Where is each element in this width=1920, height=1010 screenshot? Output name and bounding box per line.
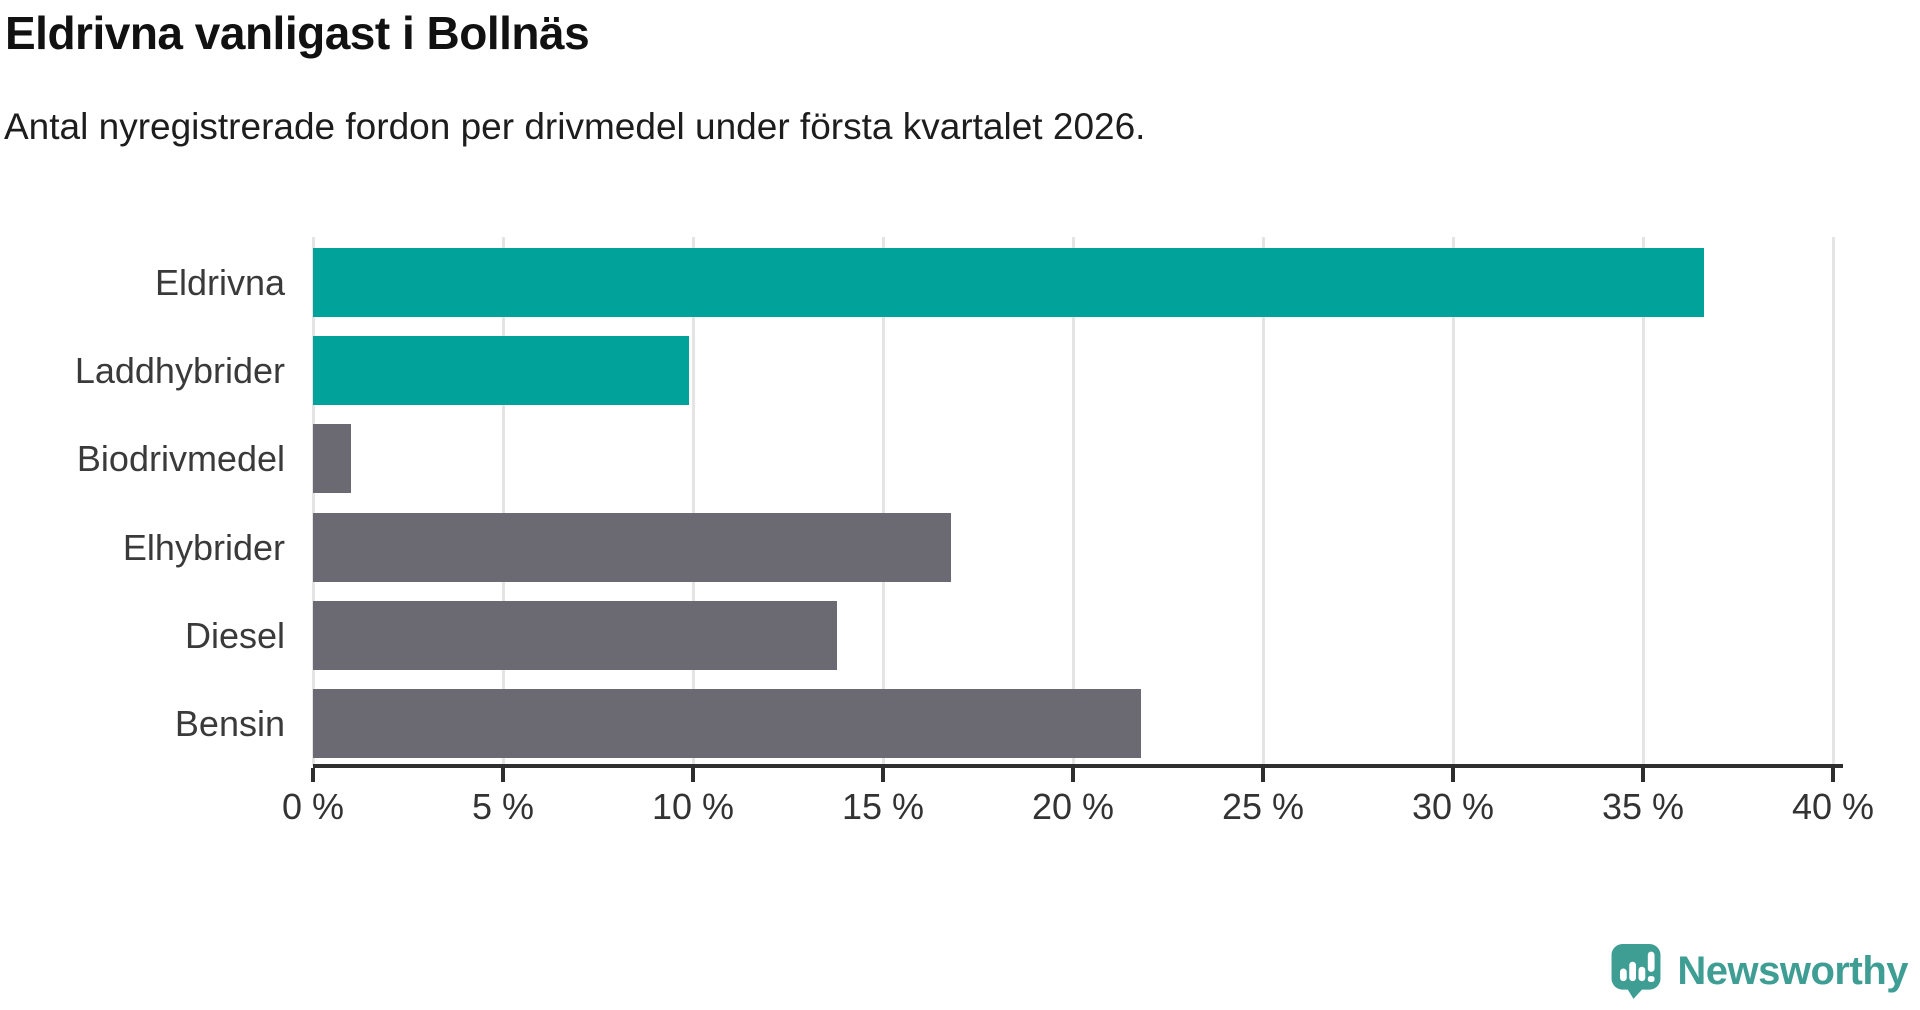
x-tick-35 [1641,768,1645,782]
x-tick-20 [1071,768,1075,782]
bar-bensin [313,688,1142,758]
x-tick-10 [691,768,695,782]
chart-title: Eldrivna vanligast i Bollnäs [5,7,590,59]
newsworthy-logo-text: Newsworthy [1677,948,1908,993]
x-tick-label-5: 5 % [471,786,535,827]
x-tick-label-25: 25 % [1221,786,1305,827]
gridline-30 [1451,237,1455,766]
x-tick-label-0: 0 % [281,786,345,827]
gridline-20 [1071,237,1075,766]
newsworthy-logo: Newsworthy [1609,942,1908,1000]
x-tick-5 [501,768,505,782]
bar-laddhybrider [313,336,690,406]
x-tick-label-15: 15 % [841,786,925,827]
x-tick-label-30: 30 % [1411,786,1495,827]
gridline-40 [1831,237,1835,766]
chart-subtitle: Antal nyregistrerade fordon per drivmede… [4,106,1146,147]
category-label-eldrivna: Eldrivna [154,262,285,303]
category-label-biodrivmedel: Biodrivmedel [76,438,285,480]
x-tick-30 [1451,768,1455,782]
gridline-0 [311,237,315,766]
bar-diesel [313,600,838,670]
x-tick-label-10: 10 % [651,786,735,827]
x-tick-25 [1261,768,1265,782]
gridline-10 [691,237,695,766]
x-tick-label-35: 35 % [1601,786,1685,827]
gridline-25 [1261,237,1265,766]
x-tick-label-40: 40 % [1791,786,1875,827]
gridline-5 [501,237,505,766]
category-label-diesel: Diesel [184,614,285,656]
x-tick-0 [311,768,315,782]
x-tick-40 [1831,768,1835,782]
newsworthy-logo-icon [1611,944,1661,999]
category-label-elhybrider: Elhybrider [122,526,285,568]
bar-eldrivna [313,248,1704,317]
gridline-35 [1641,237,1645,766]
bar-biodrivmedel [313,424,351,494]
x-axis-line [313,764,1843,768]
bar-elhybrider [313,512,952,582]
category-label-laddhybrider: Laddhybrider [74,350,285,392]
category-label-bensin: Bensin [174,702,285,744]
x-tick-label-20: 20 % [1031,786,1115,827]
x-tick-15 [881,768,885,782]
gridline-15 [881,237,885,766]
